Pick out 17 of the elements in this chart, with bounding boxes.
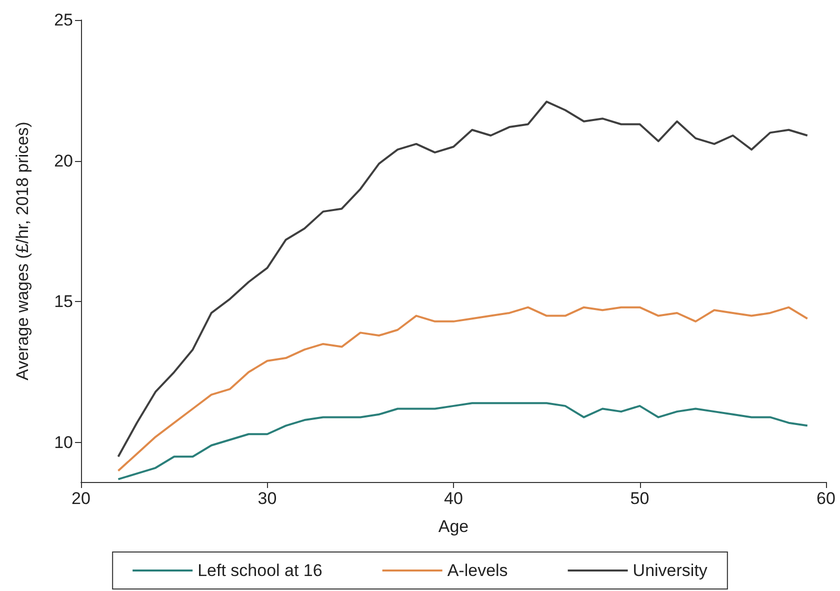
- line-series: [117, 306, 808, 472]
- x-tick-label: 50: [630, 489, 650, 508]
- y-tick-label: 20: [54, 151, 73, 170]
- legend-label: Left school at 16: [198, 561, 322, 580]
- legend-label: University: [632, 561, 708, 580]
- y-tick-label: 10: [54, 433, 73, 452]
- line-series: [117, 402, 808, 480]
- x-tick-label: 20: [72, 489, 90, 508]
- x-tick-label: 30: [258, 489, 277, 508]
- y-axis-title: Average wages (£/hr, 2018 prices): [13, 122, 32, 380]
- x-tick-label: 60: [816, 489, 836, 508]
- x-axis-title: Age: [438, 517, 469, 536]
- x-tick-label: 40: [444, 489, 463, 508]
- y-tick-label: 15: [54, 292, 73, 312]
- y-tick-label: 25: [54, 10, 73, 30]
- legend-label: A-levels: [447, 561, 508, 580]
- line-series: [117, 100, 808, 458]
